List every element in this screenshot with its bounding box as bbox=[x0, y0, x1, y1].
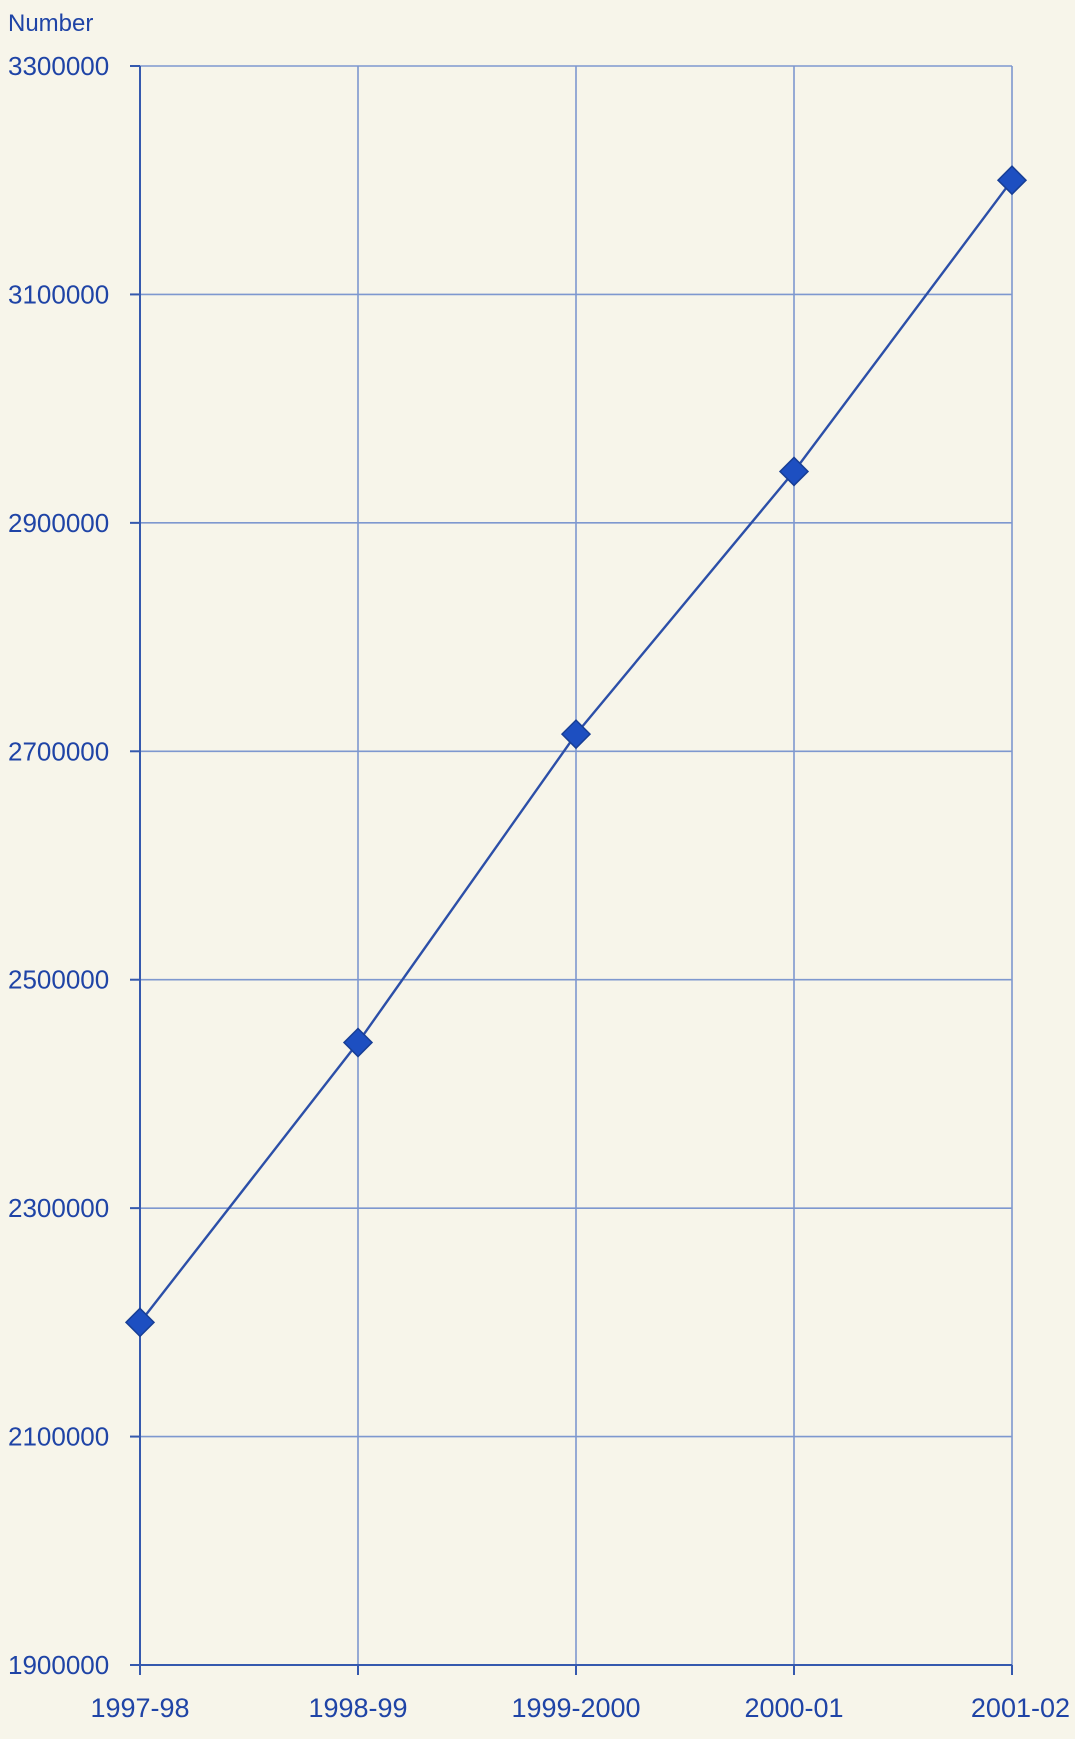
x-tick-label-1: 1998-99 bbox=[308, 1693, 407, 1723]
x-tick-label-4: 2001-02 bbox=[971, 1693, 1070, 1723]
y-tick-label-3: 2500000 bbox=[8, 965, 109, 995]
y-tick-label-6: 3100000 bbox=[8, 279, 109, 309]
label-layer: 1900000 2100000 2300000 2500000 2700000 29000… bbox=[8, 10, 1070, 1723]
data-point-4 bbox=[996, 165, 1028, 196]
y-axis-title: Number bbox=[8, 10, 93, 37]
x-tick-label-2: 1999-2000 bbox=[511, 1693, 640, 1723]
grid-layer bbox=[139, 65, 1013, 1666]
data-point-0 bbox=[124, 1307, 156, 1338]
x-tick-label-3: 2000-01 bbox=[744, 1693, 843, 1723]
y-tick-label-2: 2300000 bbox=[8, 1193, 109, 1223]
data-point-1 bbox=[342, 1027, 374, 1058]
y-tick-label-0: 1900000 bbox=[8, 1650, 109, 1680]
x-tick-label-0: 1997-98 bbox=[90, 1693, 189, 1723]
series-layer bbox=[124, 165, 1028, 1338]
y-tick-label-1: 2100000 bbox=[8, 1422, 109, 1452]
data-point-3 bbox=[778, 456, 810, 487]
data-point-2 bbox=[560, 719, 592, 750]
axis-layer bbox=[130, 65, 1013, 1675]
y-tick-label-4: 2700000 bbox=[8, 736, 109, 766]
y-tick-label-5: 2900000 bbox=[8, 508, 109, 538]
y-tick-label-7: 3300000 bbox=[8, 51, 109, 81]
